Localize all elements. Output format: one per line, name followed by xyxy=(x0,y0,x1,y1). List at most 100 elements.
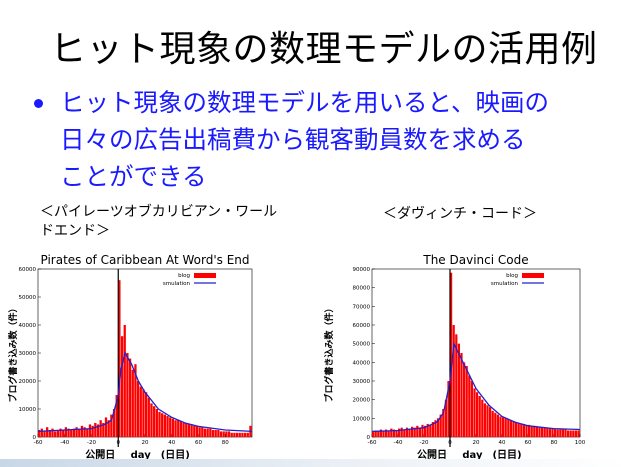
bar xyxy=(424,425,427,437)
bar xyxy=(241,432,244,437)
bar xyxy=(460,353,463,437)
bar xyxy=(86,428,89,437)
bar xyxy=(174,420,177,437)
bar xyxy=(185,423,188,437)
x-tick-label: -40 xyxy=(60,440,69,446)
x-tick-label: 40 xyxy=(168,440,175,446)
bar xyxy=(123,325,126,437)
bar xyxy=(564,429,567,437)
bar xyxy=(70,430,73,437)
legend-label-simulation: smulation xyxy=(491,281,519,287)
bar xyxy=(548,428,552,437)
bar xyxy=(46,427,49,437)
bar xyxy=(233,432,236,437)
bar xyxy=(533,425,536,437)
bar xyxy=(158,411,161,437)
y-tick-label: 30000 xyxy=(19,351,37,357)
bar xyxy=(225,431,228,437)
x-axis-label: day (日目) xyxy=(131,449,190,461)
y-tick-label: 0 xyxy=(33,435,37,441)
bar xyxy=(193,425,196,437)
bar xyxy=(421,424,424,437)
bar xyxy=(177,420,180,437)
bullet-line-1: ヒット現象の数理モデルを用いると、映画の xyxy=(60,88,550,117)
bar xyxy=(195,425,199,437)
bar xyxy=(499,416,502,437)
bar xyxy=(134,364,137,437)
y-tick-label: 90000 xyxy=(353,267,371,273)
bar xyxy=(120,336,124,437)
bar xyxy=(387,431,390,437)
bar xyxy=(489,407,492,437)
bar xyxy=(147,397,150,437)
y-tick-label: 30000 xyxy=(353,379,371,385)
bar xyxy=(478,395,481,437)
bar xyxy=(78,428,81,437)
bar xyxy=(543,427,546,437)
bar xyxy=(496,414,500,437)
bar xyxy=(403,429,406,437)
bar xyxy=(62,430,65,437)
bar xyxy=(520,423,523,437)
bar xyxy=(75,427,78,437)
bar xyxy=(447,381,450,437)
bullet-line-2: 日々の広告出稿費から観客動員数を求める xyxy=(60,125,526,154)
bar xyxy=(142,389,145,437)
y-tick-label: 10000 xyxy=(19,407,37,413)
bar xyxy=(107,420,110,437)
x-tick-label: -60 xyxy=(34,440,43,446)
chart-title: Pirates of Caribbean At Word's End xyxy=(40,253,249,267)
bar xyxy=(572,430,575,437)
bar xyxy=(517,423,520,437)
x-tick-label: 80 xyxy=(551,440,558,446)
bar xyxy=(455,334,458,437)
bar xyxy=(80,425,84,437)
y-tick-label: 20000 xyxy=(19,379,37,385)
bar xyxy=(201,427,204,437)
bar xyxy=(110,414,113,437)
bar xyxy=(155,409,158,437)
bar xyxy=(150,403,153,437)
bar xyxy=(468,375,471,437)
bar xyxy=(463,362,466,437)
bar xyxy=(444,399,448,437)
bar xyxy=(59,428,62,437)
bar xyxy=(379,429,383,437)
x-tick-label: -60 xyxy=(368,440,377,446)
caption-right: ＜ダヴィンチ・コード＞ xyxy=(383,206,537,222)
y-tick-label: 70000 xyxy=(353,304,371,310)
bar xyxy=(43,431,46,437)
bar xyxy=(486,405,489,437)
bar xyxy=(206,428,209,437)
bar xyxy=(426,423,429,437)
bar xyxy=(491,410,494,437)
x-axis-label: day (日目) xyxy=(462,449,521,461)
caption-left: ＜パイレーツオブカリビアン・ワールドエンド＞ xyxy=(40,204,278,239)
bar xyxy=(203,428,207,437)
bar xyxy=(385,429,388,437)
bar xyxy=(235,432,239,437)
bar xyxy=(470,381,474,437)
x-axis-release-label: 公開日 xyxy=(85,449,115,461)
legend-swatch-blog xyxy=(522,273,544,278)
bar xyxy=(512,421,515,437)
bar xyxy=(450,272,453,437)
bar xyxy=(198,427,201,437)
bar xyxy=(230,432,233,437)
bullet-line-3: ことができる xyxy=(60,162,207,191)
bar xyxy=(408,428,411,437)
bar xyxy=(136,381,140,437)
bar xyxy=(554,428,557,437)
bar xyxy=(374,430,377,437)
bar xyxy=(400,427,403,437)
bar xyxy=(222,431,225,437)
bar xyxy=(51,428,54,437)
bar xyxy=(561,429,565,437)
bar xyxy=(38,430,41,437)
legend-label-blog: blog xyxy=(178,273,190,279)
bar xyxy=(473,388,476,437)
bar xyxy=(528,424,531,437)
bar xyxy=(219,431,223,437)
y-tick-label: 50000 xyxy=(353,342,371,348)
bar xyxy=(94,423,97,437)
